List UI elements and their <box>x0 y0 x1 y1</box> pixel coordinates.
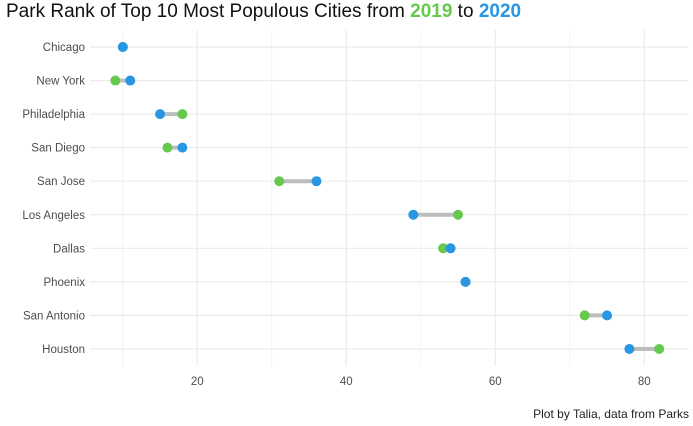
chart-title: Park Rank of Top 10 Most Populous Cities… <box>6 1 521 23</box>
y-tick-label: Houston <box>42 344 85 356</box>
point-2020 <box>445 243 456 254</box>
point-2019 <box>453 209 464 220</box>
point-2020 <box>117 42 128 52</box>
y-tick-label: San Jose <box>37 176 85 188</box>
x-tick-label: 20 <box>191 376 204 388</box>
point-2020 <box>460 276 471 287</box>
point-2019 <box>654 343 665 354</box>
y-tick-label: Chicago <box>43 42 85 54</box>
y-tick-label: Dallas <box>53 243 85 255</box>
label-layer: 20 40 60 80 Chicago New York Philadelphia San D… <box>22 42 650 388</box>
point-2020 <box>311 176 322 187</box>
grid-layer <box>90 30 689 366</box>
point-2020 <box>177 142 188 153</box>
point-2019 <box>274 176 285 187</box>
y-tick-label: Philadelphia <box>22 109 85 121</box>
x-tick-label: 40 <box>340 376 353 388</box>
point-2019 <box>438 243 449 254</box>
point-2019 <box>177 109 188 120</box>
point-2019 <box>579 310 590 321</box>
point-layer <box>110 42 665 354</box>
x-tick-label: 60 <box>489 376 502 388</box>
point-2020 <box>408 209 419 220</box>
point-2020 <box>125 75 136 86</box>
point-2019 <box>162 142 173 153</box>
point-2020 <box>602 310 613 321</box>
chart-caption: Plot by Talia, data from Parks <box>533 407 689 421</box>
y-tick-label: Phoenix <box>43 277 85 289</box>
title-connector: to <box>452 1 479 22</box>
y-tick-label: Los Angeles <box>22 210 85 222</box>
title-year-2019: 2019 <box>410 1 453 22</box>
point-2019 <box>110 75 121 86</box>
y-tick-label: San Diego <box>31 143 85 155</box>
y-tick-label: San Antonio <box>23 310 85 322</box>
title-prefix: Park Rank of Top 10 Most Populous Cities… <box>6 1 411 22</box>
title-year-2020: 2020 <box>478 1 522 22</box>
x-tick-label: 80 <box>638 376 651 388</box>
point-2020 <box>624 343 635 354</box>
point-2020 <box>155 109 166 120</box>
y-tick-label: New York <box>36 76 85 88</box>
